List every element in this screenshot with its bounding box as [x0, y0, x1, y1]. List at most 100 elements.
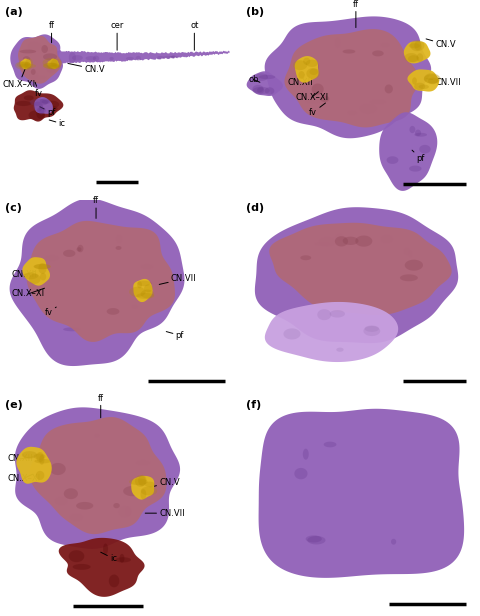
- Polygon shape: [306, 535, 322, 543]
- PathPatch shape: [16, 447, 52, 484]
- Polygon shape: [412, 77, 417, 84]
- Polygon shape: [347, 110, 357, 115]
- Polygon shape: [77, 245, 84, 253]
- PathPatch shape: [10, 34, 63, 89]
- Polygon shape: [30, 75, 47, 80]
- Polygon shape: [384, 84, 393, 94]
- Polygon shape: [305, 99, 322, 104]
- Polygon shape: [47, 62, 56, 73]
- Polygon shape: [125, 506, 132, 516]
- Polygon shape: [171, 55, 176, 59]
- Polygon shape: [70, 513, 83, 521]
- Polygon shape: [113, 503, 120, 508]
- PathPatch shape: [20, 59, 31, 69]
- Polygon shape: [330, 310, 345, 317]
- Text: fv: fv: [309, 103, 325, 117]
- Polygon shape: [408, 250, 413, 257]
- Polygon shape: [63, 249, 75, 257]
- Polygon shape: [294, 468, 308, 479]
- Polygon shape: [51, 59, 62, 68]
- Polygon shape: [163, 56, 174, 59]
- Polygon shape: [116, 246, 121, 250]
- Polygon shape: [403, 248, 410, 255]
- Polygon shape: [33, 102, 43, 111]
- PathPatch shape: [10, 198, 184, 366]
- PathPatch shape: [26, 221, 175, 342]
- Polygon shape: [169, 56, 179, 58]
- Polygon shape: [355, 235, 372, 246]
- Polygon shape: [43, 59, 58, 67]
- Polygon shape: [24, 95, 34, 100]
- PathPatch shape: [29, 417, 167, 534]
- Text: CN.V: CN.V: [150, 478, 180, 487]
- Polygon shape: [414, 133, 427, 137]
- Polygon shape: [408, 55, 420, 62]
- Polygon shape: [141, 487, 157, 495]
- Polygon shape: [72, 55, 83, 60]
- Polygon shape: [264, 87, 275, 95]
- Polygon shape: [103, 543, 108, 554]
- Polygon shape: [141, 264, 154, 269]
- Polygon shape: [141, 489, 146, 500]
- Polygon shape: [391, 539, 396, 545]
- PathPatch shape: [259, 409, 464, 578]
- Polygon shape: [255, 73, 268, 81]
- Polygon shape: [34, 264, 51, 269]
- Polygon shape: [76, 502, 93, 509]
- Polygon shape: [129, 286, 145, 297]
- Polygon shape: [343, 237, 359, 245]
- Polygon shape: [41, 45, 48, 53]
- Polygon shape: [45, 255, 59, 261]
- Text: ot: ot: [190, 22, 199, 51]
- Polygon shape: [107, 308, 120, 315]
- Polygon shape: [69, 550, 84, 562]
- Polygon shape: [299, 71, 305, 79]
- Polygon shape: [410, 40, 424, 51]
- PathPatch shape: [34, 97, 53, 114]
- Polygon shape: [409, 43, 420, 48]
- Polygon shape: [93, 55, 99, 61]
- Polygon shape: [109, 575, 120, 587]
- Polygon shape: [136, 460, 151, 466]
- PathPatch shape: [264, 17, 431, 138]
- Polygon shape: [386, 156, 398, 164]
- Polygon shape: [46, 100, 59, 108]
- Text: cer: cer: [110, 22, 124, 51]
- Text: (c): (c): [5, 203, 22, 213]
- Polygon shape: [252, 87, 270, 94]
- Polygon shape: [419, 84, 429, 89]
- Text: CN.X–XI: CN.X–XI: [7, 474, 40, 483]
- Polygon shape: [24, 62, 31, 70]
- Polygon shape: [30, 99, 48, 106]
- Text: pf: pf: [412, 150, 425, 163]
- Polygon shape: [400, 274, 418, 282]
- Text: ff: ff: [93, 197, 99, 219]
- Polygon shape: [72, 564, 91, 570]
- Polygon shape: [320, 95, 329, 102]
- Polygon shape: [23, 273, 38, 279]
- Polygon shape: [414, 41, 421, 51]
- Polygon shape: [409, 126, 415, 133]
- Polygon shape: [319, 237, 336, 247]
- Polygon shape: [259, 75, 276, 79]
- Polygon shape: [372, 51, 384, 57]
- Text: CN.X–XI: CN.X–XI: [2, 67, 36, 89]
- PathPatch shape: [379, 112, 437, 191]
- Polygon shape: [55, 496, 68, 506]
- Polygon shape: [43, 54, 57, 60]
- Polygon shape: [29, 274, 41, 284]
- Text: ff: ff: [98, 394, 104, 418]
- Polygon shape: [38, 263, 47, 274]
- Polygon shape: [64, 488, 78, 499]
- Polygon shape: [370, 99, 386, 105]
- Polygon shape: [123, 486, 142, 496]
- Text: (b): (b): [246, 7, 264, 17]
- Polygon shape: [63, 327, 81, 331]
- Text: CN.XII: CN.XII: [288, 75, 313, 87]
- Polygon shape: [69, 52, 76, 63]
- Polygon shape: [48, 63, 58, 70]
- PathPatch shape: [285, 29, 420, 128]
- Polygon shape: [25, 58, 33, 70]
- Polygon shape: [31, 69, 36, 75]
- Polygon shape: [409, 166, 421, 172]
